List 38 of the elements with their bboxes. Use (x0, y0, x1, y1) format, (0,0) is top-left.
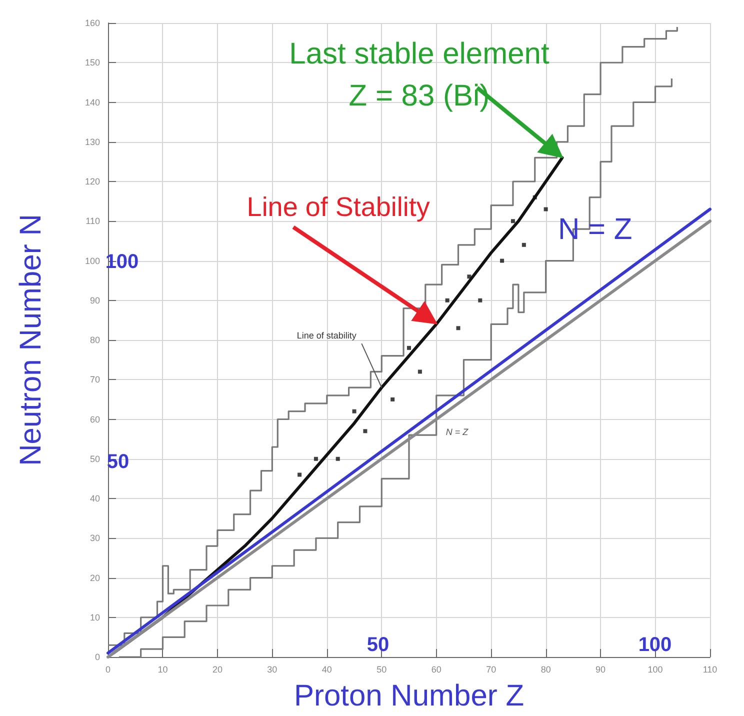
x-axis-title: Proton Number Z (294, 680, 524, 712)
x-tick-label: 30 (267, 664, 278, 674)
x-tick-label: 20 (212, 664, 222, 674)
y-tick-label: 140 (84, 97, 100, 108)
y-tick-label: 10 (90, 612, 100, 622)
annotation: Line of stability (296, 330, 357, 341)
y-axis-title: Neutron Number N (14, 214, 48, 466)
y-tick-label: 40 (90, 494, 100, 504)
x-tick-label: 10 (158, 664, 168, 674)
x-tick-label: 60 (431, 664, 442, 674)
y-tick-label: 80 (90, 335, 100, 345)
annotation: N = Z (558, 212, 632, 246)
y-tick-label: 60 (90, 414, 100, 424)
y-tick-label: 160 (84, 18, 100, 28)
x-tick-label: 90 (596, 664, 606, 674)
y-tick-label: 150 (84, 58, 100, 68)
annotation: 100 (638, 634, 672, 656)
x-tick-label: 110 (702, 664, 718, 674)
x-tick-label: 70 (486, 664, 496, 674)
y-tick-label: 70 (90, 374, 100, 385)
x-tick-label: 40 (322, 664, 332, 674)
y-tick-label: 0 (94, 652, 100, 662)
y-tick-label: 90 (90, 295, 100, 306)
y-tick-label: 130 (84, 136, 100, 147)
y-tick-label: 20 (90, 572, 100, 583)
y-tick-label: 120 (84, 176, 100, 186)
x-tick-label: 50 (376, 664, 387, 674)
y-tick-label: 110 (86, 216, 100, 226)
y-tick-label: 100 (84, 256, 100, 266)
x-tick-label: 80 (540, 664, 551, 674)
x-tick-label: 100 (648, 664, 663, 674)
x-tick-label: 0 (105, 664, 111, 674)
y-tick-label: 50 (90, 454, 100, 464)
y-tick-label: 30 (90, 533, 100, 544)
annotation: Line of Stability (246, 192, 430, 222)
annotation: 50 (366, 634, 390, 656)
annotation: N = Z (446, 427, 469, 437)
annotation: Last stable element Z = 83 (Bi) (289, 37, 550, 112)
